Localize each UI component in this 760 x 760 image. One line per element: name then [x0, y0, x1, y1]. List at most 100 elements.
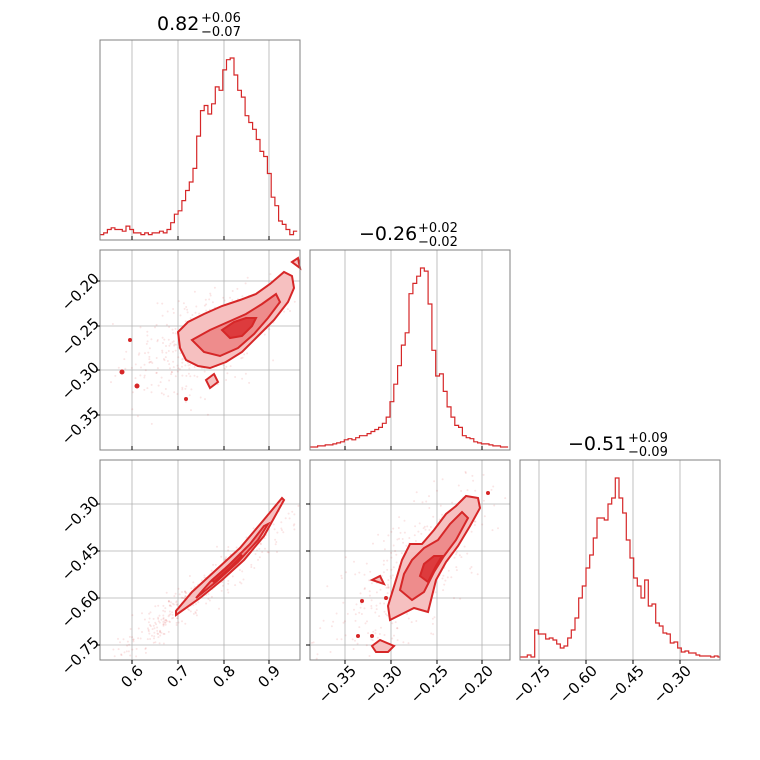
sample-point — [173, 343, 176, 346]
panel-hist-p2 — [519, 459, 721, 664]
title-value: −0.26 — [359, 223, 417, 245]
y-tick-labels-p2: −0.30 −0.45 −0.60 −0.75 — [58, 492, 103, 678]
sample-point — [113, 655, 116, 658]
sample-point — [358, 611, 361, 614]
sample-point — [260, 543, 262, 546]
sample-point — [386, 586, 389, 589]
sample-point — [166, 360, 169, 362]
sample-point — [393, 634, 395, 637]
sample-point — [276, 551, 278, 553]
sample-point — [175, 621, 178, 624]
sample-point — [288, 517, 291, 520]
sample-point — [229, 365, 232, 368]
contour-island — [356, 634, 360, 638]
sample-point — [497, 527, 499, 530]
sample-point — [161, 351, 164, 354]
sample-point — [264, 547, 266, 550]
contour-island — [290, 256, 302, 271]
sample-point — [168, 379, 171, 382]
sample-point — [434, 591, 437, 594]
sample-point — [399, 531, 402, 534]
contour-island — [119, 369, 125, 375]
sample-point — [144, 647, 147, 650]
sample-point — [225, 379, 228, 381]
sample-point — [474, 489, 477, 492]
sample-point — [344, 634, 347, 637]
sample-point — [172, 308, 175, 310]
sample-point — [129, 628, 132, 630]
x-tick-labels-p0: 0.6 0.7 0.8 0.9 — [117, 662, 284, 692]
sample-point — [390, 556, 393, 559]
sample-point — [466, 552, 469, 555]
sample-point — [155, 323, 158, 326]
sample-point — [417, 530, 420, 533]
sample-point — [455, 566, 458, 569]
sample-point — [183, 590, 186, 593]
sample-point — [470, 530, 473, 533]
sample-point — [132, 638, 135, 641]
sample-point — [221, 581, 224, 584]
sample-point — [152, 641, 155, 644]
sample-point — [390, 530, 393, 533]
sample-point — [125, 350, 128, 353]
sample-point — [162, 614, 165, 617]
contour-island — [204, 372, 220, 390]
sample-point — [181, 591, 183, 593]
sample-point — [189, 317, 192, 320]
sample-point — [164, 618, 167, 621]
sample-point — [170, 605, 173, 608]
sample-point — [272, 523, 275, 526]
sample-point — [191, 314, 194, 316]
sample-point — [326, 585, 329, 588]
sample-point — [175, 343, 177, 346]
sample-point — [422, 527, 425, 530]
sample-point — [168, 326, 171, 328]
x-tick-label: −0.45 — [603, 662, 648, 707]
sample-point — [483, 515, 486, 518]
sample-point — [344, 556, 347, 559]
sample-point — [234, 376, 237, 378]
sample-point — [117, 637, 119, 640]
sample-point — [165, 323, 168, 326]
sample-point — [387, 534, 390, 537]
sample-point — [167, 600, 170, 603]
sample-point — [164, 610, 166, 613]
sample-point — [378, 633, 381, 635]
sample-point — [402, 641, 405, 644]
sample-point — [231, 290, 234, 292]
sample-point — [464, 470, 467, 473]
contour-inner-p0-p1 — [220, 317, 258, 340]
sample-point — [177, 621, 180, 624]
sample-point — [173, 344, 176, 347]
sample-point — [283, 310, 286, 313]
sample-point — [204, 398, 206, 401]
sample-point — [165, 619, 168, 622]
sample-point — [269, 273, 272, 276]
sample-point — [163, 338, 166, 341]
sample-point — [345, 571, 348, 574]
sample-point — [171, 617, 173, 620]
sample-point — [382, 563, 385, 566]
title-err-minus: −0.09 — [628, 445, 668, 460]
sample-point — [431, 617, 434, 620]
sample-point — [146, 334, 149, 337]
sample-point — [220, 555, 223, 558]
sample-point — [481, 523, 484, 526]
sample-point — [254, 553, 257, 555]
sample-point — [148, 347, 151, 350]
x-tick-label: −0.25 — [407, 662, 452, 707]
sample-point — [395, 553, 398, 556]
sample-point — [378, 615, 381, 618]
sample-point — [248, 381, 251, 384]
sample-point — [188, 367, 191, 370]
title-err-minus: −0.02 — [418, 235, 458, 250]
sample-point — [268, 328, 271, 331]
sample-point — [340, 577, 343, 580]
sample-point — [370, 599, 373, 602]
sample-point — [174, 332, 177, 335]
sample-point — [149, 625, 152, 628]
sample-point — [354, 613, 357, 616]
sample-point — [444, 579, 447, 582]
sample-point — [132, 638, 135, 641]
